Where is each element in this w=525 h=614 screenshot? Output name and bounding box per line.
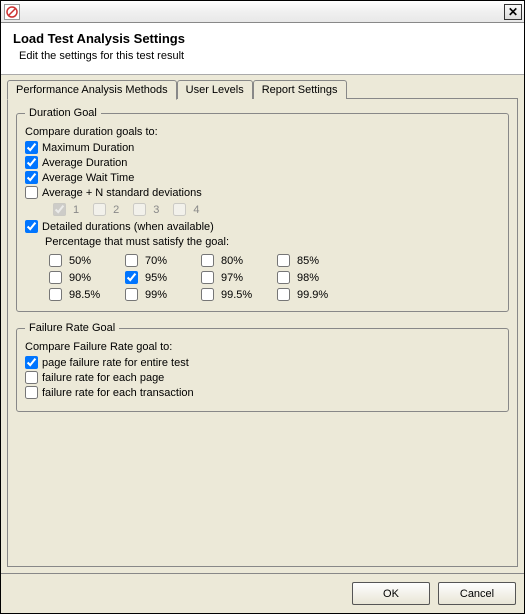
lbl-failure-each-txn: failure rate for each transaction: [42, 387, 194, 399]
tab-strip: Performance Analysis Methods User Levels…: [7, 80, 518, 99]
chk-pct-995[interactable]: [201, 288, 214, 301]
std-dev-digits: 1 2 3 4: [53, 203, 500, 216]
tab-panel: Duration Goal Compare duration goals to:…: [7, 98, 518, 567]
lbl-avg-nstd: Average + N standard deviations: [42, 187, 202, 199]
chk-pct-90[interactable]: [49, 271, 62, 284]
lbl-max-duration: Maximum Duration: [42, 142, 134, 154]
lbl-failure-each-page: failure rate for each page: [42, 372, 164, 384]
chk-pct-98[interactable]: [277, 271, 290, 284]
chk-detailed-durations[interactable]: [25, 220, 38, 233]
chk-pct-99[interactable]: [125, 288, 138, 301]
chk-std-2: [93, 203, 106, 216]
cancel-button[interactable]: Cancel: [438, 582, 516, 605]
lbl-avg-wait: Average Wait Time: [42, 172, 134, 184]
chk-pct-999[interactable]: [277, 288, 290, 301]
tab-performance-analysis[interactable]: Performance Analysis Methods: [7, 80, 177, 100]
failure-compare-label: Compare Failure Rate goal to:: [25, 341, 500, 353]
ok-button[interactable]: OK: [352, 582, 430, 605]
pct-label: Percentage that must satisfy the goal:: [45, 236, 500, 248]
page-title: Load Test Analysis Settings: [13, 31, 512, 46]
chk-max-duration[interactable]: [25, 141, 38, 154]
body: Performance Analysis Methods User Levels…: [1, 75, 524, 573]
chk-pct-70[interactable]: [125, 254, 138, 267]
duration-compare-label: Compare duration goals to:: [25, 126, 500, 138]
page-subtitle: Edit the settings for this test result: [19, 50, 512, 62]
chk-std-3: [133, 203, 146, 216]
chk-avg-nstd[interactable]: [25, 186, 38, 199]
close-icon: ✕: [508, 5, 518, 19]
pct-grid: 50% 70% 80% 85% 90% 95% 97% 98% 98.5% 99…: [49, 254, 500, 301]
chk-pct-985[interactable]: [49, 288, 62, 301]
chk-failure-each-txn[interactable]: [25, 386, 38, 399]
chk-pct-95[interactable]: [125, 271, 138, 284]
percentage-section: Percentage that must satisfy the goal: 5…: [45, 236, 500, 301]
failure-goal-group: Failure Rate Goal Compare Failure Rate g…: [16, 322, 509, 412]
chk-std-4: [173, 203, 186, 216]
chk-pct-50[interactable]: [49, 254, 62, 267]
header: Load Test Analysis Settings Edit the set…: [1, 23, 524, 75]
chk-std-1: [53, 203, 66, 216]
chk-pct-97[interactable]: [201, 271, 214, 284]
lbl-page-failure-entire: page failure rate for entire test: [42, 357, 189, 369]
lbl-avg-duration: Average Duration: [42, 157, 127, 169]
duration-goal-group: Duration Goal Compare duration goals to:…: [16, 107, 509, 312]
chk-avg-wait[interactable]: [25, 171, 38, 184]
dialog-window: ✕ Load Test Analysis Settings Edit the s…: [0, 0, 525, 614]
failure-goal-legend: Failure Rate Goal: [25, 322, 119, 334]
chk-pct-80[interactable]: [201, 254, 214, 267]
duration-goal-legend: Duration Goal: [25, 107, 101, 119]
tab-user-levels[interactable]: User Levels: [177, 80, 253, 99]
app-icon: [4, 4, 20, 20]
chk-avg-duration[interactable]: [25, 156, 38, 169]
tab-report-settings[interactable]: Report Settings: [253, 80, 347, 99]
lbl-detailed-durations: Detailed durations (when available): [42, 221, 214, 233]
title-bar: ✕: [1, 1, 524, 23]
footer: OK Cancel: [1, 573, 524, 613]
chk-page-failure-entire[interactable]: [25, 356, 38, 369]
chk-pct-85[interactable]: [277, 254, 290, 267]
close-button[interactable]: ✕: [504, 4, 522, 20]
chk-failure-each-page[interactable]: [25, 371, 38, 384]
